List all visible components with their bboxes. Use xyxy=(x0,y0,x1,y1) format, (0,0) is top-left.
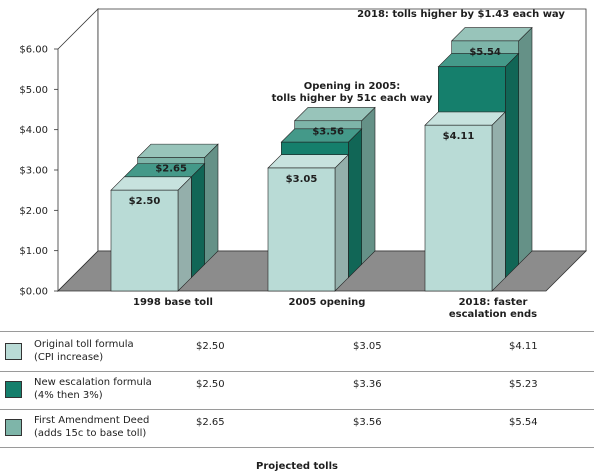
x-category-label: 2018: faster xyxy=(459,297,528,308)
annotation-2018: 2018: tolls higher by $1.43 each way xyxy=(357,9,565,20)
legend-label: New escalation formula (4% then 3%) xyxy=(34,377,184,402)
x-category-label: escalation ends xyxy=(449,309,537,320)
bar-front xyxy=(110,189,179,292)
legend-label-line: (4% then 3%) xyxy=(34,389,103,401)
table-row: First Amendment Deed (adds 15c to base to… xyxy=(0,409,594,447)
legend-swatch xyxy=(5,419,22,436)
bar-side xyxy=(491,111,506,292)
bar-value-label: $2.50 xyxy=(129,196,161,207)
table-cell-value: $5.23 xyxy=(509,379,538,390)
table-cell-value: $3.56 xyxy=(353,417,382,428)
y-tick-label: $5.00 xyxy=(19,85,48,96)
legend-label-line: (adds 15c to base toll) xyxy=(34,427,147,439)
legend-label: First Amendment Deed (adds 15c to base to… xyxy=(34,415,184,440)
bar-side xyxy=(334,153,349,292)
legend-label-line: Original toll formula xyxy=(34,339,134,350)
y-tick-label: $0.00 xyxy=(19,287,48,298)
legend-label-line: New escalation formula xyxy=(34,377,152,388)
table-cell-value: $2.50 xyxy=(196,341,225,352)
bar-front xyxy=(267,167,336,292)
bar-top xyxy=(424,111,507,126)
bar-top xyxy=(110,176,193,191)
bar-value-label: $3.56 xyxy=(312,127,344,138)
y-tick-label: $3.00 xyxy=(19,166,48,177)
y-tick-label: $6.00 xyxy=(19,45,48,56)
bar-top xyxy=(293,107,376,122)
x-category-label: 2005 opening xyxy=(289,297,366,308)
bar-top xyxy=(450,27,533,42)
bar-0-0 xyxy=(110,176,193,292)
legend-swatch xyxy=(5,381,22,398)
bar-front xyxy=(424,124,493,292)
table-cell-value: $5.54 xyxy=(509,417,538,428)
bar-side xyxy=(505,52,519,279)
table-cell-value: $2.50 xyxy=(196,379,225,390)
legend-label-line: First Amendment Deed xyxy=(34,415,150,426)
annotation-2005: Opening in 2005: xyxy=(304,81,401,92)
table-cell-value: $4.11 xyxy=(509,341,538,352)
table-cell-value: $2.65 xyxy=(196,417,225,428)
bar-2-0 xyxy=(424,111,507,292)
toll-chart: $0.00 $1.00 $2.00 $3.00 $4.00 $5.00 $6.00 $2.65… xyxy=(19,8,587,320)
annotation-2005: tolls higher by 51c each way xyxy=(272,93,433,104)
table-cell-value: $3.05 xyxy=(353,341,382,352)
bar-side xyxy=(204,143,219,266)
bar-side xyxy=(177,176,192,292)
table-cell-value: $3.36 xyxy=(353,379,382,390)
table-divider xyxy=(0,371,594,372)
chart-side-wall xyxy=(57,8,99,292)
bar-side xyxy=(361,106,376,266)
legend-swatch xyxy=(5,343,22,360)
bar-value-label: $4.11 xyxy=(443,131,475,142)
table-row: Original toll formula (CPI increase) $2.50… xyxy=(0,333,594,371)
bar-1-0 xyxy=(267,153,350,292)
bar-value-label: $5.54 xyxy=(469,47,501,58)
y-tick-label: $1.00 xyxy=(19,246,48,257)
table-divider xyxy=(0,331,594,332)
bar-side xyxy=(348,128,362,279)
table-divider xyxy=(0,447,594,448)
legend-label: Original toll formula (CPI increase) xyxy=(34,339,184,364)
bar-value-label: $2.65 xyxy=(155,163,187,174)
bar-side xyxy=(191,162,205,279)
bar-top xyxy=(136,143,219,158)
footer-caption: Projected tolls xyxy=(256,461,338,472)
y-tick-label: $4.00 xyxy=(19,125,48,136)
bar-value-label: $3.05 xyxy=(286,174,318,185)
legend-label-line: (CPI increase) xyxy=(34,351,104,363)
x-category-label: 1998 base toll xyxy=(133,297,213,308)
table-row: New escalation formula (4% then 3%) $2.50 $… xyxy=(0,371,594,409)
table-divider xyxy=(0,409,594,410)
bar-top xyxy=(267,154,350,169)
y-tick-label: $2.00 xyxy=(19,206,48,217)
bar-side xyxy=(518,26,533,266)
